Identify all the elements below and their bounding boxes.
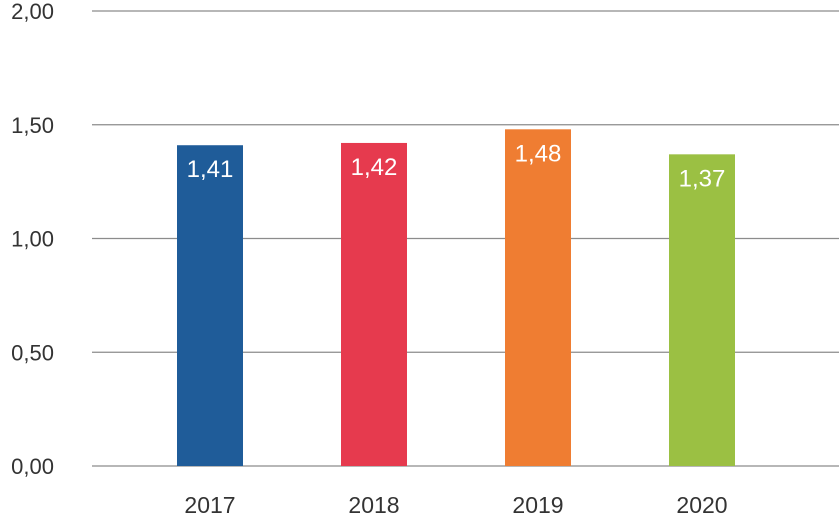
bars	[177, 129, 735, 467]
y-tick-label-1: 0,50	[11, 340, 54, 365]
x-tick-label-2020: 2020	[676, 492, 727, 518]
bar-2020	[669, 154, 735, 466]
data-label-2018: 1,42	[351, 154, 398, 181]
bar-2019	[505, 129, 571, 467]
y-tick-label-3: 1,50	[11, 113, 54, 138]
bar-2017	[177, 145, 243, 466]
y-axis-ticks: 0,00 0,50 1,00 1,50 2,00	[11, 0, 54, 479]
data-labels: 1,41 1,42 1,48 1,37	[187, 140, 726, 192]
y-tick-label-2: 1,00	[11, 227, 54, 252]
y-tick-label-0: 0,00	[11, 454, 54, 479]
data-label-2017: 1,41	[187, 156, 234, 183]
x-tick-label-2019: 2019	[512, 492, 563, 518]
data-label-2019: 1,48	[515, 140, 562, 167]
bar-2018	[341, 142, 407, 466]
x-tick-label-2018: 2018	[348, 492, 399, 518]
x-tick-label-2017: 2017	[184, 492, 235, 518]
data-label-2020: 1,37	[679, 165, 726, 192]
y-tick-label-4: 2,00	[11, 0, 54, 24]
x-axis-ticks: 2017 2018 2019 2020	[184, 492, 727, 518]
